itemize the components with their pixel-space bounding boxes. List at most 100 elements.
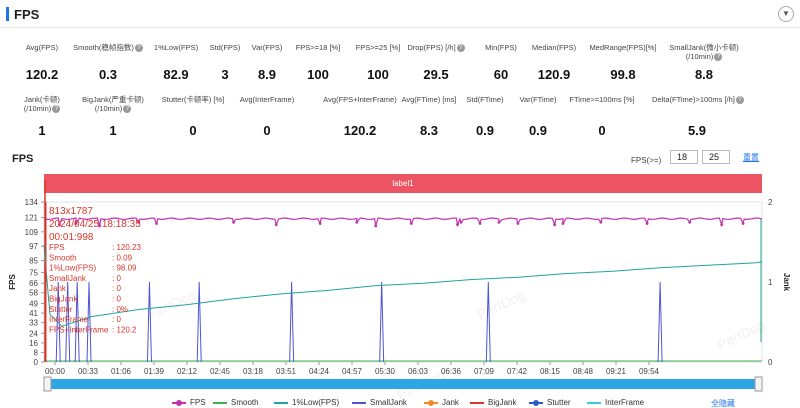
metric-label: Jank(卡顿) — [24, 95, 60, 104]
metric-value: 29.5 — [423, 67, 449, 82]
smalljank-spike — [55, 281, 61, 363]
x-tick-label: 03:51 — [276, 367, 297, 376]
metric-value: 100 — [307, 67, 329, 82]
fps-dip-point — [688, 220, 692, 224]
help-icon[interactable]: ? — [714, 53, 723, 62]
y-tick-label: 66 — [29, 279, 38, 288]
tooltip-elapsed: 00:01:998 — [49, 232, 94, 243]
metric-value: 99.8 — [610, 67, 636, 82]
fps-dip-point — [478, 222, 482, 225]
fps-dip-point — [741, 222, 745, 225]
tooltip-row-name: FPS+InterFrame — [49, 325, 109, 334]
tooltip-date: 2024/04/25 18:18:35 — [49, 219, 141, 230]
y-tick-label: 16 — [29, 339, 38, 348]
legend-label: BigJank — [488, 398, 517, 407]
tooltip-row-value: : 0 — [112, 315, 121, 324]
metric-label: Var(FTime) — [519, 95, 557, 104]
metric-metrics1-4: Var(FPS) 8.9 — [222, 43, 312, 82]
help-icon[interactable]: ? — [134, 44, 143, 53]
metric-value: 60 — [493, 67, 509, 82]
tooltip-row-name: FPS — [49, 243, 65, 252]
chevron-down-icon[interactable]: ▼ — [778, 6, 794, 22]
legend-item-fps[interactable]: FPS — [172, 398, 206, 407]
plot-frame — [43, 201, 763, 363]
x-tick-label: 04:57 — [342, 367, 363, 376]
y-axis-label: FPS — [8, 274, 17, 290]
legend-swatch-icon — [587, 401, 601, 404]
metric-value: 1 — [109, 123, 117, 138]
metric-label: FTime>=100ms [%] — [569, 95, 635, 104]
metric-value: 120.2 — [25, 67, 59, 82]
legend-item-stutter[interactable]: Stutter — [529, 398, 571, 407]
metric-metrics2-4: Avg(FPS+InterFrame) 120.2 — [315, 95, 405, 138]
legend-item-smooth[interactable]: Smooth — [213, 398, 259, 407]
tooltip-row-value: : 0 — [112, 274, 121, 283]
y-tick-label: 97 — [29, 242, 38, 251]
help-icon[interactable]: ? — [123, 105, 132, 114]
y-tick-label: 24 — [29, 329, 38, 338]
tooltip-row-value: : 0.09 — [112, 253, 133, 262]
scrollbar-handle-left[interactable] — [43, 376, 52, 392]
fps-threshold-low-input[interactable]: 18 — [670, 150, 698, 164]
x-tick-label: 00:00 — [45, 367, 66, 376]
watermark-text: PerfDog — [475, 287, 528, 323]
metric-metrics2-3: Avg(InterFrame) 0 — [222, 95, 312, 138]
legend-swatch-icon — [424, 399, 438, 406]
section-header: FPS ▼ — [0, 0, 800, 28]
metric-metrics1-10: MedRange(FPS)[%] 99.8 — [578, 43, 668, 82]
metric-metrics2-2: Stutter(卡顿率) [%] 0 — [148, 95, 238, 138]
legend-item-bigjank[interactable]: BigJank — [470, 398, 516, 407]
metric-value: 0.9 — [475, 123, 495, 138]
help-icon[interactable]: ? — [735, 96, 744, 105]
legend-item-interframe[interactable]: InterFrame — [587, 398, 644, 407]
tooltip-row-value: : 98.09 — [112, 264, 137, 273]
smalljank-spike — [289, 281, 295, 363]
reset-button[interactable]: 重置 — [743, 153, 759, 162]
y2-axis-label: Jank — [782, 273, 791, 292]
label-bar[interactable]: label1 — [44, 174, 762, 193]
metric-value: 5.9 — [687, 123, 707, 138]
help-icon[interactable]: ? — [52, 105, 61, 114]
metric-label: MedRange(FPS)[%] — [589, 43, 657, 52]
legend-item-1-low-fps-[interactable]: 1%Low(FPS) — [274, 398, 339, 407]
fps-dip-point — [409, 222, 413, 225]
legend-item-jank[interactable]: Jank — [424, 398, 459, 407]
watermark-text: PerfDog — [145, 287, 198, 323]
fps-dip-point — [459, 220, 463, 224]
fps-threshold-high-input[interactable]: 25 — [702, 150, 730, 164]
metric-label: Avg(FTime) [ms] — [401, 95, 457, 104]
metric-label: Std(FTime) — [466, 95, 504, 104]
x-tick-label: 07:42 — [507, 367, 528, 376]
legend-label: InterFrame — [605, 398, 645, 407]
fps-dip-point — [155, 222, 158, 225]
hide-all-button[interactable]: 全隐藏 — [711, 399, 735, 408]
metric-value: 100 — [367, 67, 389, 82]
tooltip-row-name: Jank — [49, 284, 67, 293]
metric-label: BigJank(严重卡顿) — [82, 95, 144, 104]
smalljank-spike — [74, 281, 80, 363]
fps-dip-point — [232, 220, 235, 224]
section-title: FPS — [14, 7, 40, 22]
y-tick-label: 49 — [29, 299, 38, 308]
scrollbar-handle-right[interactable] — [754, 376, 763, 392]
fps-dip-point — [456, 223, 459, 227]
smalljank-spike — [86, 281, 92, 363]
metric-metrics1-1: Smooth(稳帧指数)? 0.3 — [63, 43, 153, 82]
legend-item-smalljank[interactable]: SmallJank — [352, 398, 407, 407]
x-tick-label: 05:30 — [375, 367, 396, 376]
metric-metrics2-9: Delta(FTime)>100ms [/h]? 5.9 — [652, 95, 744, 138]
tooltip-row-name: Smooth — [49, 253, 77, 262]
series-1pct-low — [43, 244, 763, 327]
x-tick-label: 02:45 — [210, 367, 231, 376]
help-icon[interactable]: ? — [456, 44, 465, 53]
metric-value: 8.8 — [694, 67, 714, 82]
y-tick-label: 121 — [25, 214, 39, 223]
metric-label-unit: (/10min)? — [68, 104, 158, 114]
metric-metrics1-11: SmallJank(微小卡顿) (/10min)? 8.8 — [659, 43, 749, 82]
fps-dip-point — [274, 223, 278, 227]
metric-label: Median(FPS) — [531, 43, 577, 52]
smalljank-spike — [65, 281, 71, 363]
smalljank-spike — [379, 281, 385, 363]
legend-label: FPS — [190, 398, 206, 407]
